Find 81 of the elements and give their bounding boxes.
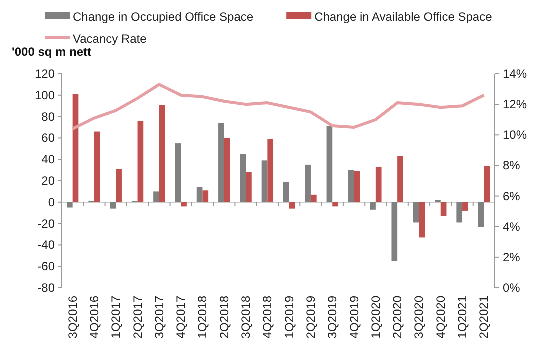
- y-tick-label: -20: [38, 216, 56, 231]
- x-tick-label: 4Q2017: [174, 296, 188, 339]
- bar: [138, 121, 144, 202]
- bar: [478, 202, 484, 228]
- y-tick-label: -80: [38, 281, 56, 295]
- bar: [116, 169, 122, 202]
- legend-label: Change in Available Office Space: [314, 10, 493, 24]
- x-tick-label: 4Q2019: [347, 296, 362, 339]
- x-tick-label: 4Q2018: [260, 296, 275, 339]
- line-series: [71, 83, 486, 131]
- bar: [326, 126, 333, 202]
- x-tick-label: 1Q2019: [282, 296, 296, 339]
- bar: [348, 170, 354, 202]
- y2-tick-label: 6%: [503, 189, 521, 204]
- bar: [354, 171, 360, 202]
- bar: [419, 202, 426, 238]
- bar: [332, 202, 338, 207]
- bar: [72, 94, 79, 202]
- bar: [310, 194, 317, 202]
- y-tick-label: 20: [42, 174, 56, 188]
- bar: [370, 202, 376, 210]
- bar: [175, 144, 182, 202]
- bar: [240, 154, 246, 202]
- bar: [110, 202, 116, 209]
- x-tick-label: 3Q2018: [239, 296, 254, 339]
- bar: [398, 156, 404, 202]
- x-tick-label: 2Q2018: [217, 296, 232, 339]
- bar: [413, 202, 420, 223]
- x-tick-label: 3Q2020: [412, 296, 426, 339]
- bar: [289, 202, 296, 209]
- x-tick-label: 2Q2021: [477, 296, 492, 339]
- x-tick-label: 2Q2019: [304, 296, 318, 339]
- y2-tick-label: 0%: [503, 281, 521, 295]
- y2-tick-label: 10%: [503, 128, 528, 142]
- y-tick-label: 100: [34, 88, 56, 102]
- x-tick-label: 3Q2017: [152, 296, 166, 339]
- bar: [159, 105, 166, 202]
- bar: [283, 182, 290, 202]
- x-tick-label: 1Q2021: [456, 296, 470, 339]
- y-tick-label: -60: [38, 260, 56, 274]
- bar: [462, 202, 468, 211]
- x-tick-label: 4Q2016: [87, 296, 102, 339]
- y2-tick-label: 2%: [503, 250, 521, 264]
- y2-tick-label: 14%: [503, 67, 528, 81]
- bar: [484, 166, 490, 202]
- x-tick-label: 4Q2020: [434, 296, 448, 339]
- y2-tick-label: 12%: [503, 98, 528, 112]
- y-tick-label: -40: [38, 238, 56, 252]
- y2-tick-label: 4%: [503, 220, 521, 234]
- y-tick-label: 120: [34, 67, 56, 81]
- bar: [224, 138, 230, 202]
- x-tick-label: 2Q2020: [390, 296, 405, 339]
- bar: [392, 202, 398, 262]
- x-tick-label: 3Q2019: [326, 296, 340, 339]
- bar: [181, 202, 187, 207]
- legend-label: Vacancy Rate: [73, 32, 148, 46]
- legend-label: Change in Occupied Office Space: [73, 10, 254, 24]
- bar: [268, 139, 274, 202]
- bar: [440, 202, 447, 216]
- y-tick-label: 60: [42, 131, 56, 146]
- bar: [305, 164, 311, 202]
- y-axis-title: '000 sq m nett: [12, 45, 92, 59]
- bar: [456, 202, 463, 223]
- bar: [262, 160, 268, 202]
- bar: [196, 187, 203, 202]
- x-tick-label: 1Q2017: [109, 296, 124, 339]
- x-tick-label: 2Q2017: [130, 296, 145, 339]
- bar: [154, 192, 160, 202]
- bar: [218, 123, 224, 202]
- x-tick-label: 1Q2018: [196, 296, 210, 339]
- y-tick-label: 0: [48, 195, 56, 210]
- bar: [246, 172, 252, 202]
- bar: [94, 132, 100, 202]
- bar: [376, 167, 382, 202]
- x-tick-label: 3Q2016: [66, 296, 80, 339]
- y-tick-label: 40: [42, 152, 56, 167]
- bar: [66, 202, 73, 208]
- y-tick-label: 80: [42, 110, 56, 124]
- bar: [202, 190, 209, 202]
- y2-tick-label: 8%: [503, 158, 521, 173]
- x-tick-label: 1Q2020: [368, 296, 383, 339]
